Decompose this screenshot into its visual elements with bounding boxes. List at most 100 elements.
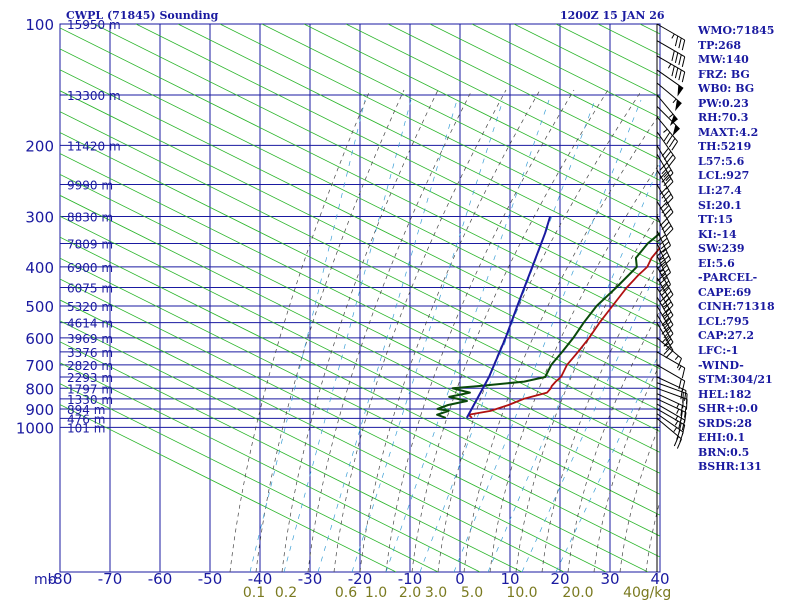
wind-barb-flag bbox=[662, 272, 671, 280]
wind-barb-half-flag bbox=[667, 63, 672, 69]
height-tick-label: 6900 m bbox=[67, 261, 113, 275]
wind-barb-flag bbox=[678, 37, 682, 49]
wind-barb-half-flag bbox=[663, 128, 668, 133]
wind-barb-flag bbox=[666, 135, 673, 145]
wind-barb-flag bbox=[665, 324, 674, 333]
mixing-ratio-line bbox=[351, 99, 504, 572]
wind-barb-flag bbox=[681, 39, 686, 51]
wind-barb-half-flag bbox=[672, 98, 677, 104]
dry-adiabat-line bbox=[60, 320, 565, 572]
wind-barb-flag bbox=[661, 147, 669, 157]
wind-barb-flag bbox=[663, 320, 672, 330]
temperature-tick-label: -10 bbox=[398, 570, 423, 588]
wind-barb-flag bbox=[663, 290, 672, 300]
mixing-ratio-line bbox=[453, 99, 642, 572]
sounding-index-item: RH:70.3 bbox=[698, 111, 749, 125]
moist-adiabat-line bbox=[229, 89, 371, 572]
chart-title: CWPL (71845) Sounding bbox=[66, 9, 219, 22]
mixing-ratio-line bbox=[317, 99, 458, 572]
temperature-tick-label: -30 bbox=[298, 570, 323, 588]
wind-barb-shaft bbox=[656, 418, 682, 440]
wind-barb-half-flag bbox=[678, 365, 682, 371]
wind-barb-flag bbox=[659, 264, 668, 273]
wind-barb-shaft bbox=[656, 105, 680, 130]
wind-barb-flag bbox=[657, 273, 666, 282]
sounding-index-item: LCL:927 bbox=[698, 169, 750, 183]
wind-barb-shaft bbox=[656, 387, 688, 400]
wind-barb-flag bbox=[659, 162, 668, 171]
mixing-ratio-line bbox=[487, 163, 660, 572]
wind-barb-shaft bbox=[656, 216, 671, 246]
sounding-index-item: TP:268 bbox=[698, 38, 742, 52]
dry-adiabat-line bbox=[60, 362, 481, 572]
wind-barb-flag bbox=[666, 154, 674, 164]
wind-barb-flag bbox=[683, 412, 687, 423]
height-tick-label: 2293 m bbox=[67, 371, 113, 385]
wind-barb-shaft bbox=[656, 230, 671, 260]
height-tick-label: 6075 m bbox=[67, 282, 113, 296]
wind-barb-shaft bbox=[656, 287, 674, 316]
wind-barb-flag bbox=[661, 174, 670, 183]
wind-barb-flag bbox=[661, 287, 670, 296]
wind-barb-shaft bbox=[656, 184, 674, 213]
height-tick-label: 476 m bbox=[67, 412, 105, 426]
wind-barb-flag bbox=[665, 181, 674, 190]
wind-barb-flag bbox=[665, 314, 674, 324]
wind-barb-half-flag bbox=[662, 322, 668, 327]
temperature-tick-label: 10 bbox=[500, 570, 519, 588]
wind-barb-flag bbox=[659, 251, 668, 260]
wind-barb-flag bbox=[671, 65, 675, 77]
dry-adiabat-line bbox=[261, 24, 660, 223]
moist-adiabat-line bbox=[281, 89, 439, 572]
wind-barb-flag bbox=[661, 204, 670, 214]
wind-barb-flag bbox=[661, 334, 670, 344]
temperature-tick-label: -60 bbox=[148, 570, 173, 588]
profile-series bbox=[436, 216, 660, 419]
pressure-tick-label: 500 bbox=[25, 298, 54, 316]
wind-barb-flag bbox=[663, 346, 672, 355]
wind-barb-flag bbox=[685, 393, 688, 405]
wind-barb-flag bbox=[674, 52, 679, 63]
dry-adiabat-line bbox=[60, 132, 660, 432]
wind-barb-flag bbox=[661, 221, 670, 230]
wind-barb-flag bbox=[665, 341, 674, 351]
height-tick-label: 5320 m bbox=[67, 300, 113, 314]
wind-barb-flag bbox=[683, 390, 687, 401]
wind-barb-shaft bbox=[656, 403, 685, 421]
temperature-profile-line bbox=[467, 246, 660, 419]
pressure-tick-label: 100 bbox=[25, 16, 54, 34]
wind-barb-flag bbox=[663, 225, 672, 234]
mixing-ratio-line bbox=[283, 99, 412, 572]
mixing-ratio-label: g/kg bbox=[641, 585, 672, 600]
height-tick-label: 7809 m bbox=[67, 237, 113, 251]
wind-barb-flag bbox=[660, 268, 670, 277]
wind-barb-half-flag bbox=[659, 257, 664, 261]
height-tick-label: 4614 m bbox=[67, 317, 113, 331]
height-tick-label: 894 m bbox=[67, 403, 105, 417]
sounding-index-item: MW:140 bbox=[698, 53, 749, 67]
sounding-index-item: BRN:0.5 bbox=[698, 445, 750, 459]
height-tick-label: 3376 m bbox=[67, 346, 113, 360]
pressure-tick-label: 600 bbox=[25, 330, 54, 348]
wind-barb-flag bbox=[665, 211, 674, 221]
wind-barb-flag bbox=[678, 422, 682, 434]
wind-barb-flag bbox=[662, 259, 671, 267]
wind-barb-shaft bbox=[656, 153, 674, 182]
sounding-index-item: CINH:71318 bbox=[698, 300, 775, 314]
wind-barb-flag bbox=[659, 201, 668, 210]
wind-barb-half-flag bbox=[664, 343, 670, 347]
mixing-ratio-label: 2.0 bbox=[399, 585, 421, 600]
wind-barb-shaft bbox=[656, 40, 685, 58]
wind-barb-shaft bbox=[656, 169, 674, 198]
wind-barb-flag bbox=[660, 280, 670, 289]
wind-barb-flag bbox=[657, 248, 666, 256]
wind-barb-flag bbox=[681, 56, 686, 67]
sounding-index-item: SW:239 bbox=[698, 242, 745, 256]
dry-adiabat-line bbox=[387, 24, 660, 160]
wind-barb-pennant bbox=[675, 99, 682, 112]
wind-barb-flag bbox=[678, 69, 682, 81]
wind-barb-flag bbox=[680, 405, 683, 416]
pressure-tick-label: 400 bbox=[25, 259, 54, 277]
wind-barb-pennant bbox=[677, 84, 684, 97]
